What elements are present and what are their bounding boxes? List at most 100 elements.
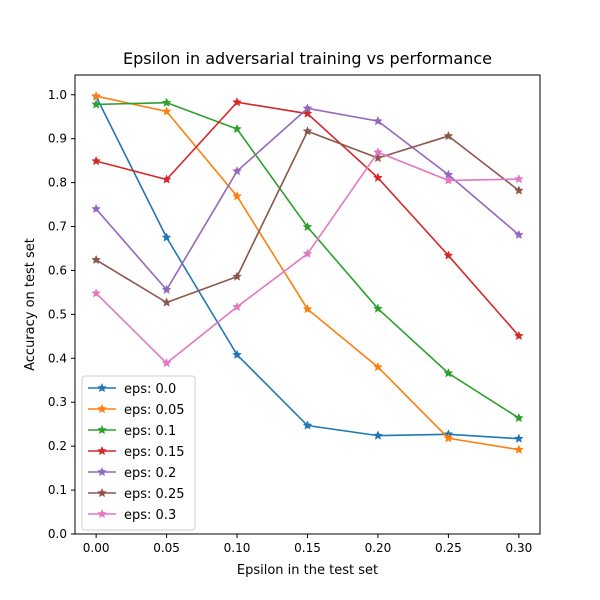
y-tick-label: 0.2 xyxy=(48,439,67,453)
legend-label: eps: 0.2 xyxy=(124,466,176,481)
y-tick-label: 0.7 xyxy=(48,220,67,234)
data-point xyxy=(443,130,454,141)
y-tick-label: 1.0 xyxy=(48,88,67,102)
data-point xyxy=(443,175,454,185)
y-tick-label: 0.6 xyxy=(48,263,67,277)
legend-item: eps: 0.05 xyxy=(88,403,184,418)
axis-ticks: 0.00 0.05 0.10 0.15 0.20 0.25 0.30 0.0 0.1 0.2 0.3… xyxy=(48,88,532,555)
y-tick-label: 0.9 xyxy=(48,132,67,146)
series-eps-0-15 xyxy=(91,97,524,341)
series-line xyxy=(95,130,520,304)
data-point xyxy=(232,191,242,201)
y-axis-label: Accuracy on test set xyxy=(23,238,38,371)
legend-label: eps: 0.3 xyxy=(124,508,176,523)
data-point xyxy=(302,303,313,314)
legend-item: eps: 0.2 xyxy=(88,466,176,481)
data-point xyxy=(373,361,383,372)
legend-swatch-marker xyxy=(97,508,107,519)
data-point xyxy=(232,349,242,359)
x-tick-label: 0.25 xyxy=(435,541,462,555)
data-point xyxy=(513,229,524,240)
series-eps-0-2 xyxy=(91,103,524,294)
legend-swatch-marker xyxy=(97,445,107,456)
data-point xyxy=(161,284,172,294)
series-eps-0-05 xyxy=(91,90,524,454)
data-point xyxy=(373,430,383,440)
data-point xyxy=(232,97,242,107)
data-point xyxy=(373,303,383,313)
data-point xyxy=(91,99,102,109)
data-point xyxy=(513,185,524,195)
legend-item: eps: 0.1 xyxy=(88,424,176,439)
chart-title: Epsilon in adversarial training vs perfo… xyxy=(123,49,492,68)
legend-swatch-marker xyxy=(97,403,107,414)
legend-swatch-marker xyxy=(97,487,107,498)
legend-label: eps: 0.0 xyxy=(124,382,176,397)
x-tick-label: 0.30 xyxy=(506,541,533,555)
data-point xyxy=(443,368,454,378)
data-point xyxy=(443,250,454,260)
data-point xyxy=(91,254,102,265)
data-point xyxy=(373,115,383,126)
data-point xyxy=(161,357,172,368)
legend-box xyxy=(81,375,196,531)
data-point xyxy=(302,103,313,113)
data-point xyxy=(232,166,242,176)
legend-item: eps: 0.0 xyxy=(88,382,176,397)
data-point xyxy=(513,330,524,341)
data-point xyxy=(443,433,454,443)
plot-frame xyxy=(74,74,541,535)
series-line xyxy=(95,151,519,365)
data-point xyxy=(513,173,524,184)
data-point xyxy=(161,174,172,184)
data-point xyxy=(161,106,172,116)
data-point xyxy=(373,147,383,157)
data-point xyxy=(302,221,313,232)
series-line xyxy=(96,101,520,419)
x-tick-label: 0.00 xyxy=(83,541,110,555)
legend-swatch-marker xyxy=(97,424,107,435)
data-point xyxy=(302,126,313,136)
legend-swatch-marker xyxy=(97,382,107,393)
series-eps-0-1 xyxy=(91,97,524,423)
data-point xyxy=(91,155,102,166)
x-tick-label: 0.20 xyxy=(365,541,392,555)
data-point xyxy=(161,297,172,307)
legend-label: eps: 0.05 xyxy=(124,403,184,418)
data-point xyxy=(161,97,172,107)
data-point xyxy=(161,232,172,242)
data-point xyxy=(302,420,313,430)
y-tick-label: 0.1 xyxy=(48,483,67,497)
legend-swatch-marker xyxy=(97,466,107,477)
legend-item: eps: 0.25 xyxy=(88,487,184,502)
data-point xyxy=(91,203,102,214)
data-point xyxy=(232,271,242,281)
data-point xyxy=(513,433,524,443)
y-tick-label: 0.3 xyxy=(48,395,67,409)
data-point xyxy=(91,288,102,298)
data-point xyxy=(513,412,524,423)
y-tick-label: 0.5 xyxy=(48,307,67,321)
series-line xyxy=(95,101,520,337)
x-axis-label: Epsilon in the test set xyxy=(237,563,378,578)
data-point xyxy=(302,248,313,258)
data-point xyxy=(91,90,102,101)
legend-label: eps: 0.1 xyxy=(124,424,176,439)
legend-label: eps: 0.15 xyxy=(124,445,184,460)
legend: eps: 0.0 eps: 0.05 eps: 0.1 eps: 0.15 eps: 0… xyxy=(81,375,196,531)
data-point xyxy=(373,172,383,182)
series-eps-0-3 xyxy=(91,147,524,368)
legend-item: eps: 0.15 xyxy=(88,445,184,460)
y-tick-label: 0.4 xyxy=(48,351,67,365)
y-tick-label: 0.8 xyxy=(48,176,67,190)
data-point xyxy=(232,123,242,134)
x-tick-label: 0.10 xyxy=(224,541,251,555)
legend-label: eps: 0.25 xyxy=(124,487,184,502)
data-point xyxy=(513,444,524,454)
series-layer xyxy=(91,90,524,454)
x-tick-label: 0.05 xyxy=(153,541,180,555)
legend-item: eps: 0.3 xyxy=(88,508,176,523)
x-tick-label: 0.15 xyxy=(294,541,321,555)
data-point xyxy=(232,301,242,312)
